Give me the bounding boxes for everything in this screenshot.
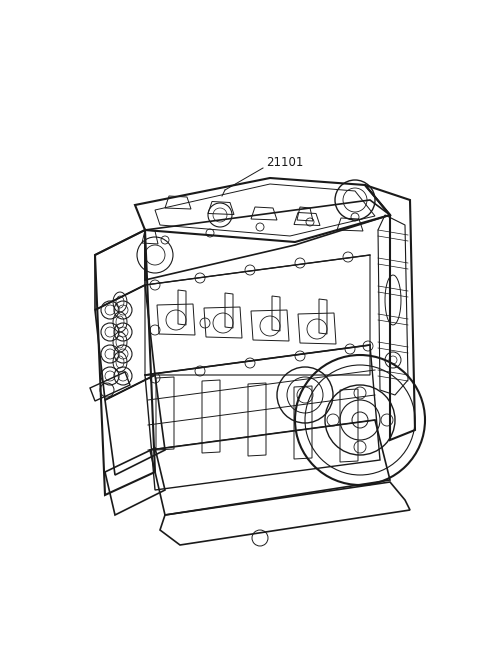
- Text: 21101: 21101: [266, 157, 304, 169]
